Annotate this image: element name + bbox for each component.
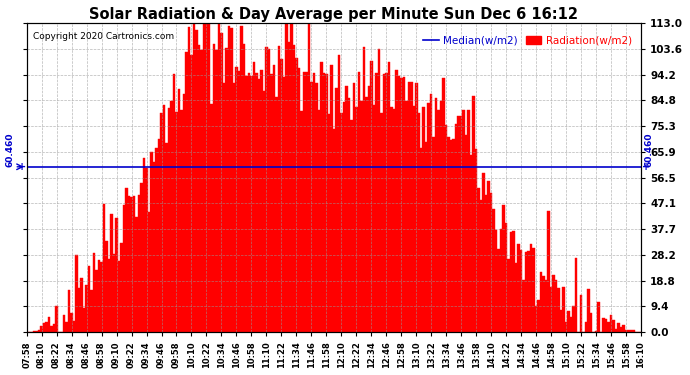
Text: 60.460: 60.460 (6, 132, 14, 167)
Text: +: + (642, 162, 650, 172)
Legend: Median(w/m2), Radiation(w/m2): Median(w/m2), Radiation(w/m2) (419, 32, 635, 50)
Text: Copyright 2020 Cartronics.com: Copyright 2020 Cartronics.com (33, 32, 174, 41)
Title: Solar Radiation & Day Average per Minute Sun Dec 6 16:12: Solar Radiation & Day Average per Minute… (89, 7, 578, 22)
Text: 60.460: 60.460 (644, 132, 653, 167)
Text: +: + (18, 162, 26, 172)
